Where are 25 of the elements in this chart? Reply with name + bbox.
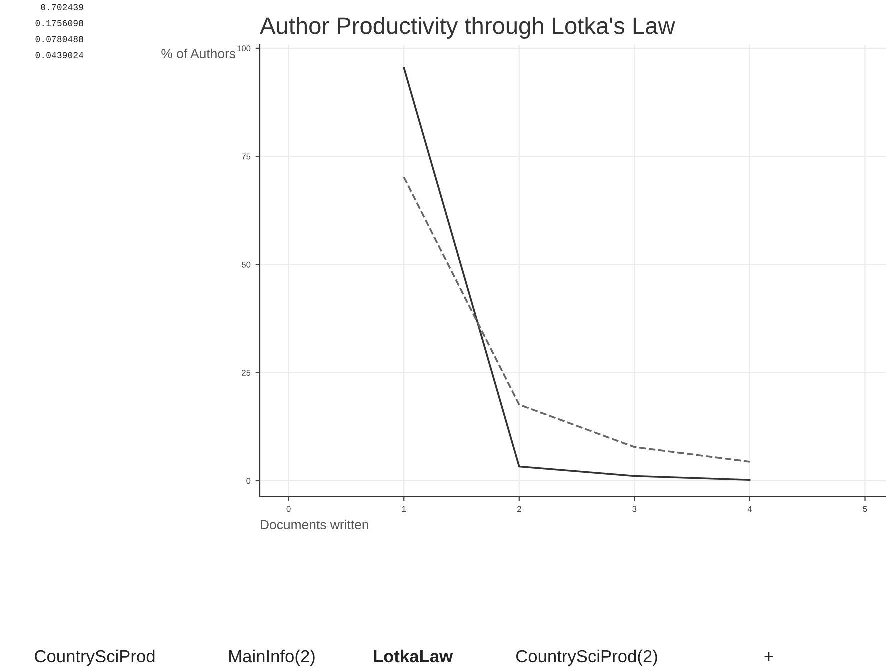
text: LotkaLaw xyxy=(374,650,454,663)
y-tick-label: 50 xyxy=(242,262,251,268)
text: + xyxy=(764,652,774,661)
line-series xyxy=(403,176,751,463)
y-tick-label: 75 xyxy=(242,154,251,160)
x-axis-title: Documents written xyxy=(261,520,368,530)
x-tick-label: 5 xyxy=(863,506,868,512)
chart-title: Author Productivity through Lotka's Law xyxy=(260,16,676,40)
x-tick-label: 4 xyxy=(748,506,752,512)
text: CountrySciProd(2) xyxy=(516,650,658,666)
text: 0.0780488 xyxy=(36,36,84,42)
y-tick-label: 100 xyxy=(238,46,251,52)
line-series xyxy=(403,67,751,482)
text: CountrySciProd xyxy=(35,650,155,666)
text: 0.702439 xyxy=(41,4,84,10)
x-tick-label: 1 xyxy=(402,506,406,512)
text: MainInfo(2) xyxy=(230,650,315,666)
text: 0.0439024 xyxy=(36,52,84,58)
text: 0.1756098 xyxy=(36,20,84,26)
y-axis-title: % of Authors xyxy=(162,48,236,59)
x-tick-label: 3 xyxy=(632,506,637,512)
x-tick-label: 0 xyxy=(286,506,291,512)
x-tick-label: 2 xyxy=(517,506,522,512)
y-tick-label: 0 xyxy=(246,478,251,484)
y-tick-label: 25 xyxy=(242,370,251,376)
